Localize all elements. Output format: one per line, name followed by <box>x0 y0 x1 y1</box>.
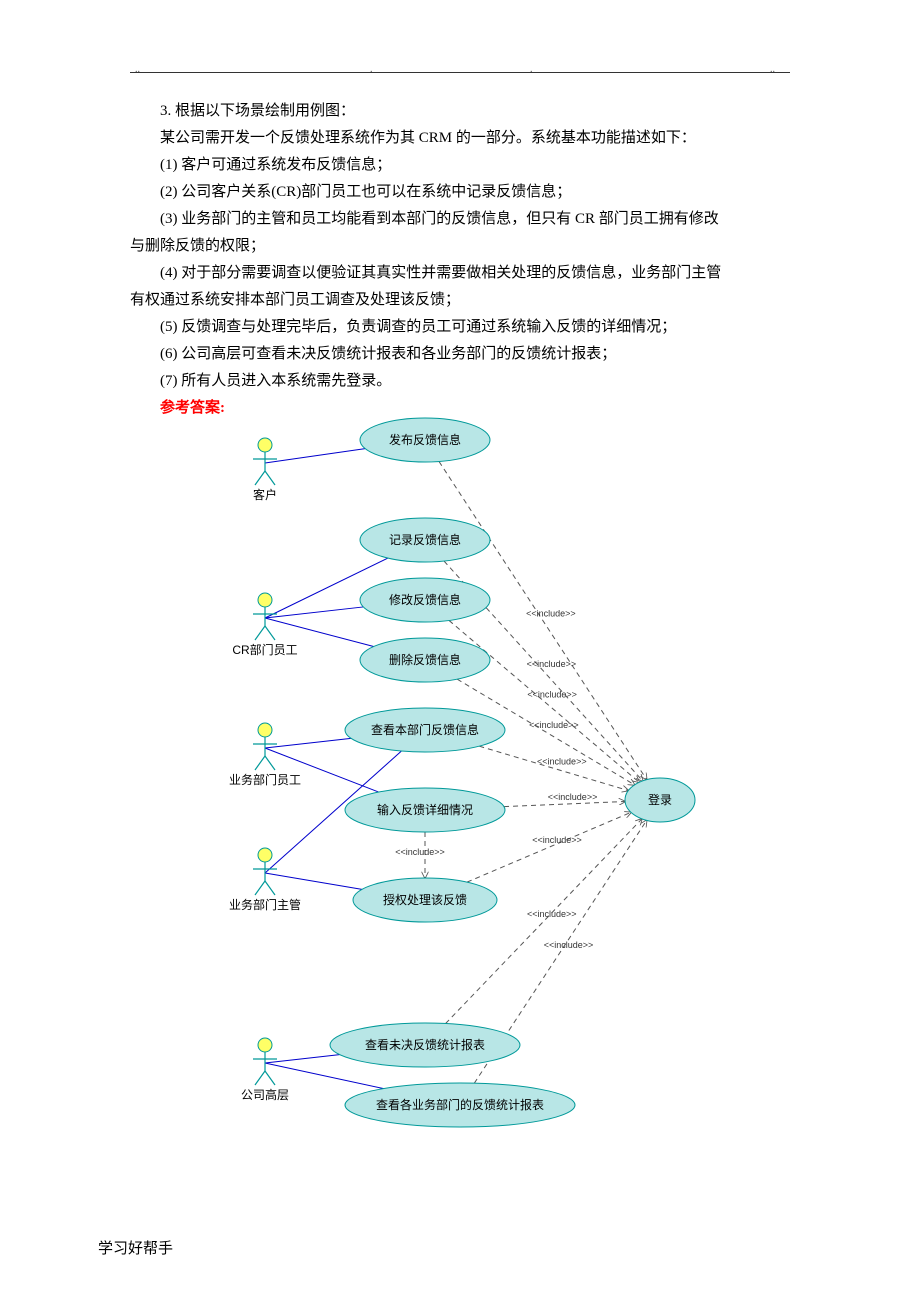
svg-text:删除反馈信息: 删除反馈信息 <box>389 652 461 667</box>
req-4b: 有权通过系统安排本部门员工调查及处理该反馈； <box>130 287 790 314</box>
svg-text:<<include>>: <<include>> <box>526 609 576 619</box>
svg-text:CR部门员工: CR部门员工 <box>232 642 297 657</box>
svg-text:查看各业务部门的反馈统计报表: 查看各业务部门的反馈统计报表 <box>376 1097 544 1112</box>
use-case-diagram: <<include>> <<include>> <<include>> <<inclu… <box>200 410 770 1160</box>
svg-text:查看未决反馈统计报表: 查看未决反馈统计报表 <box>365 1037 485 1052</box>
svg-text:记录反馈信息: 记录反馈信息 <box>389 532 461 547</box>
req-3b: 与删除反馈的权限； <box>130 233 790 260</box>
svg-text:授权处理该反馈: 授权处理该反馈 <box>383 892 467 907</box>
svg-text:查看本部门反馈信息: 查看本部门反馈信息 <box>371 722 479 737</box>
svg-text:发布反馈信息: 发布反馈信息 <box>389 432 461 447</box>
svg-text:<<include>>: <<include>> <box>395 847 445 857</box>
svg-text:公司高层: 公司高层 <box>241 1087 289 1102</box>
svg-text:输入反馈详细情况: 输入反馈详细情况 <box>377 802 473 817</box>
header-dot: . <box>530 64 533 75</box>
header-dot: .. <box>770 64 775 75</box>
req-2: (2) 公司客户关系(CR)部门员工也可以在系统中记录反馈信息； <box>130 179 790 206</box>
req-7: (7) 所有人员进入本系统需先登录。 <box>130 368 790 395</box>
svg-text:登录: 登录 <box>648 792 672 807</box>
svg-text:修改反馈信息: 修改反馈信息 <box>389 592 461 607</box>
footer-text: 学习好帮手 <box>98 1237 173 1258</box>
svg-text:<<include>>: <<include>> <box>537 756 587 766</box>
header-dot: .. <box>135 64 140 75</box>
uml-svg: <<include>> <<include>> <<include>> <<inclu… <box>200 410 770 1160</box>
svg-text:<<include>>: <<include>> <box>529 720 579 730</box>
svg-text:业务部门员工: 业务部门员工 <box>229 772 301 787</box>
question-stem: 3. 根据以下场景绘制用例图： <box>130 98 790 125</box>
svg-text:<<include>>: <<include>> <box>527 909 577 919</box>
req-6: (6) 公司高层可查看未决反馈统计报表和各业务部门的反馈统计报表； <box>130 341 790 368</box>
page: .. . . .. 3. 根据以下场景绘制用例图： 某公司需开发一个反馈处理系统… <box>0 0 920 1302</box>
svg-text:业务部门主管: 业务部门主管 <box>229 897 301 912</box>
svg-text:<<include>>: <<include>> <box>544 940 594 950</box>
scenario-intro: 某公司需开发一个反馈处理系统作为其 CRM 的一部分。系统基本功能描述如下： <box>130 125 790 152</box>
req-1: (1) 客户可通过系统发布反馈信息； <box>130 152 790 179</box>
req-4a: (4) 对于部分需要调查以便验证其真实性并需要做相关处理的反馈信息，业务部门主管 <box>130 260 790 287</box>
req-5: (5) 反馈调查与处理完毕后，负责调查的员工可通过系统输入反馈的详细情况； <box>130 314 790 341</box>
svg-text:<<include>>: <<include>> <box>527 689 577 699</box>
svg-text:<<include>>: <<include>> <box>532 835 582 845</box>
svg-text:客户: 客户 <box>253 487 277 502</box>
req-3a: (3) 业务部门的主管和员工均能看到本部门的反馈信息，但只有 CR 部门员工拥有… <box>130 206 790 233</box>
body-text: 3. 根据以下场景绘制用例图： 某公司需开发一个反馈处理系统作为其 CRM 的一… <box>130 98 790 422</box>
svg-text:<<include>>: <<include>> <box>527 659 577 669</box>
header-rule <box>130 72 790 73</box>
svg-text:<<include>>: <<include>> <box>548 792 598 802</box>
header-dot: . <box>370 64 373 75</box>
